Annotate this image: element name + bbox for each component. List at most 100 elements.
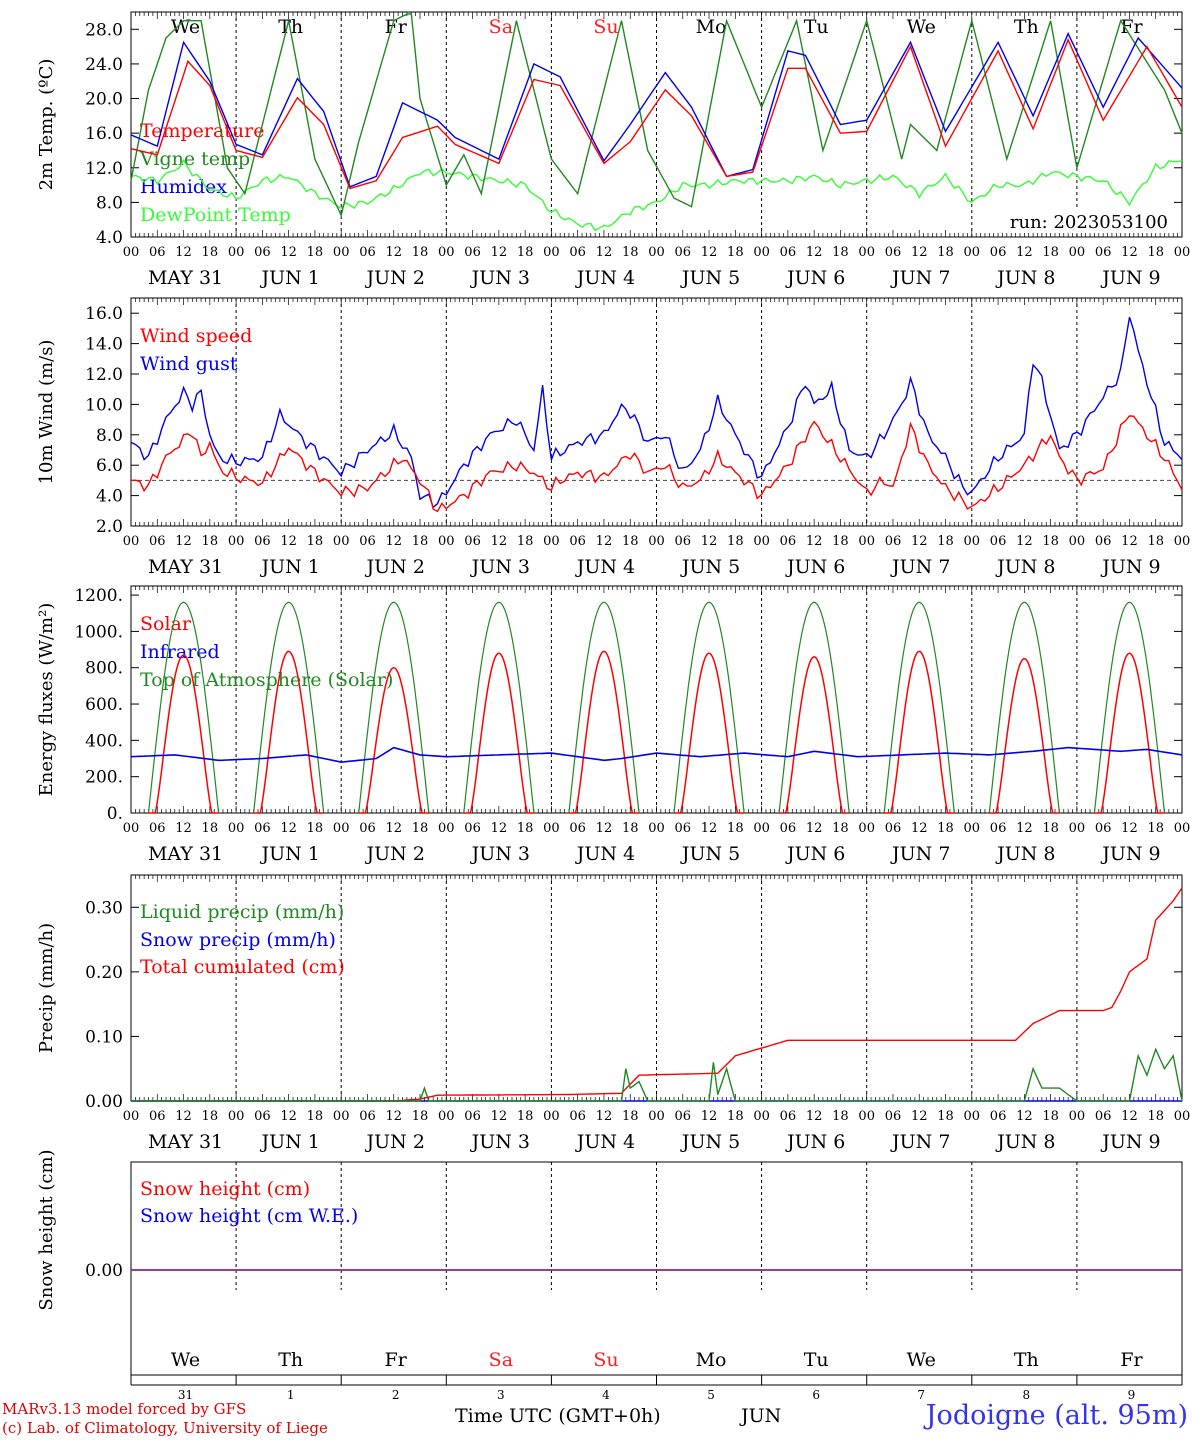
date-label: JUN 4 [575, 556, 635, 578]
hour-tick-label: 06 [1095, 821, 1112, 836]
hour-tick-label: 00 [123, 1109, 140, 1124]
y-tick-label: 0.30 [85, 898, 123, 918]
hour-tick-label: 06 [359, 1109, 376, 1124]
hour-tick-label: 12 [806, 1109, 823, 1124]
weekday-label: We [171, 1349, 200, 1371]
solar-line [674, 652, 745, 814]
toa-solar-line [253, 601, 325, 814]
date-label: JUN 7 [890, 843, 950, 865]
hour-tick-label: 18 [832, 1109, 849, 1124]
hour-tick-label: 12 [911, 534, 928, 549]
hour-tick-label: 00 [123, 245, 140, 260]
hour-tick-label: 00 [648, 821, 665, 836]
hour-tick-label: 18 [412, 534, 429, 549]
y-tick-label: 28.0 [85, 20, 123, 40]
toa-solar-line [358, 601, 430, 814]
hour-tick-label: 12 [175, 534, 192, 549]
hour-tick-label: 00 [1174, 821, 1191, 836]
hour-tick-label: 06 [254, 1109, 271, 1124]
hour-tick-label: 18 [1147, 821, 1164, 836]
weekday-label: Th [1014, 1349, 1039, 1371]
y-tick-label: 0.20 [85, 963, 123, 983]
hour-tick-label: 18 [307, 821, 324, 836]
day-number-label: 6 [812, 1388, 820, 1402]
hour-tick-label: 00 [228, 534, 245, 549]
date-label: JUN 1 [259, 843, 319, 865]
y-tick-label: 400. [85, 731, 123, 751]
hour-tick-label: 12 [911, 1109, 928, 1124]
weekday-label: Tu [804, 16, 829, 38]
hour-tick-label: 12 [596, 534, 613, 549]
hour-tick-label: 18 [622, 1109, 639, 1124]
hour-tick-label: 00 [753, 821, 770, 836]
hour-tick-label: 18 [202, 534, 219, 549]
hour-tick-label: 06 [885, 534, 902, 549]
day-number-label: 1 [287, 1388, 295, 1402]
date-label: MAY 31 [148, 1131, 223, 1153]
hour-tick-label: 00 [753, 245, 770, 260]
panel-1: 28.0 24.0 20.0 16.0 12.0 8.0 4.0 2m Temp. (ºC) 0… [36, 11, 1190, 289]
y-axis-label: Energy fluxes (W/m²) [36, 603, 57, 797]
date-label: JUN 9 [1100, 556, 1160, 578]
hour-tick-label: 00 [333, 245, 350, 260]
date-label: JUN 2 [365, 267, 425, 289]
solar-line [568, 650, 639, 814]
solar-line [884, 650, 955, 814]
hour-tick-label: 06 [1095, 534, 1112, 549]
hour-tick-label: 00 [648, 1109, 665, 1124]
hour-tick-label: 18 [1042, 245, 1059, 260]
hour-tick-label: 18 [832, 534, 849, 549]
legend-entry: Snow height (cm) [140, 1178, 310, 1200]
toa-solar-line [463, 601, 535, 814]
legend-entry: Snow precip (mm/h) [140, 929, 336, 951]
hour-tick-label: 00 [543, 534, 560, 549]
toa-solar-line [147, 601, 220, 814]
y-tick-label: 600. [85, 695, 123, 715]
weekday-label: Th [1014, 16, 1039, 38]
date-label: JUN 9 [1100, 1131, 1160, 1153]
y-tick-label: 24.0 [85, 55, 123, 75]
hour-tick-label: 06 [990, 245, 1007, 260]
hour-tick-label: 18 [937, 1109, 954, 1124]
date-label: MAY 31 [148, 267, 223, 289]
date-label: JUN 9 [1100, 267, 1160, 289]
date-label: JUN 5 [680, 267, 740, 289]
legend-entry: Total cumulated (cm) [140, 956, 345, 978]
run-label: run: 2023053100 [1010, 212, 1168, 233]
hour-tick-label: 06 [359, 821, 376, 836]
hour-tick-label: 12 [701, 245, 718, 260]
day-number-label: 8 [1023, 1388, 1031, 1402]
day-number-label: 9 [1128, 1388, 1136, 1402]
weekday-label: We [907, 16, 936, 38]
hour-tick-label: 06 [464, 821, 481, 836]
series-line-dewpoint-temp [130, 159, 1183, 232]
series-line-vigne-temp [130, 12, 1183, 218]
hour-tick-label: 06 [675, 534, 692, 549]
hour-tick-label: 06 [464, 245, 481, 260]
hour-tick-label: 06 [359, 245, 376, 260]
hour-tick-label: 00 [753, 1109, 770, 1124]
date-label: JUN 5 [680, 1131, 740, 1153]
hour-tick-label: 12 [596, 821, 613, 836]
hour-tick-label: 18 [727, 534, 744, 549]
hour-tick-label: 06 [569, 245, 586, 260]
hour-tick-label: 06 [254, 245, 271, 260]
date-label: JUN 7 [890, 1131, 950, 1153]
hour-tick-label: 00 [1069, 245, 1086, 260]
date-label: JUN 3 [470, 1131, 530, 1153]
series-line-liquid-precip-mm-h- [131, 1047, 1183, 1102]
date-label: JUN 7 [890, 556, 950, 578]
hour-tick-label: 12 [701, 534, 718, 549]
hour-tick-label: 12 [491, 534, 508, 549]
series-line-temperature [130, 37, 1183, 190]
date-label: JUN 8 [995, 843, 1055, 865]
y-tick-label: 4.0 [96, 228, 123, 248]
hour-tick-label: 06 [569, 534, 586, 549]
hour-tick-label: 12 [491, 245, 508, 260]
date-label: JUN 4 [575, 1131, 635, 1153]
hour-tick-label: 18 [202, 821, 219, 836]
hour-tick-label: 18 [307, 1109, 324, 1124]
solar-line [148, 654, 219, 814]
y-tick-label: 6.0 [96, 456, 123, 476]
